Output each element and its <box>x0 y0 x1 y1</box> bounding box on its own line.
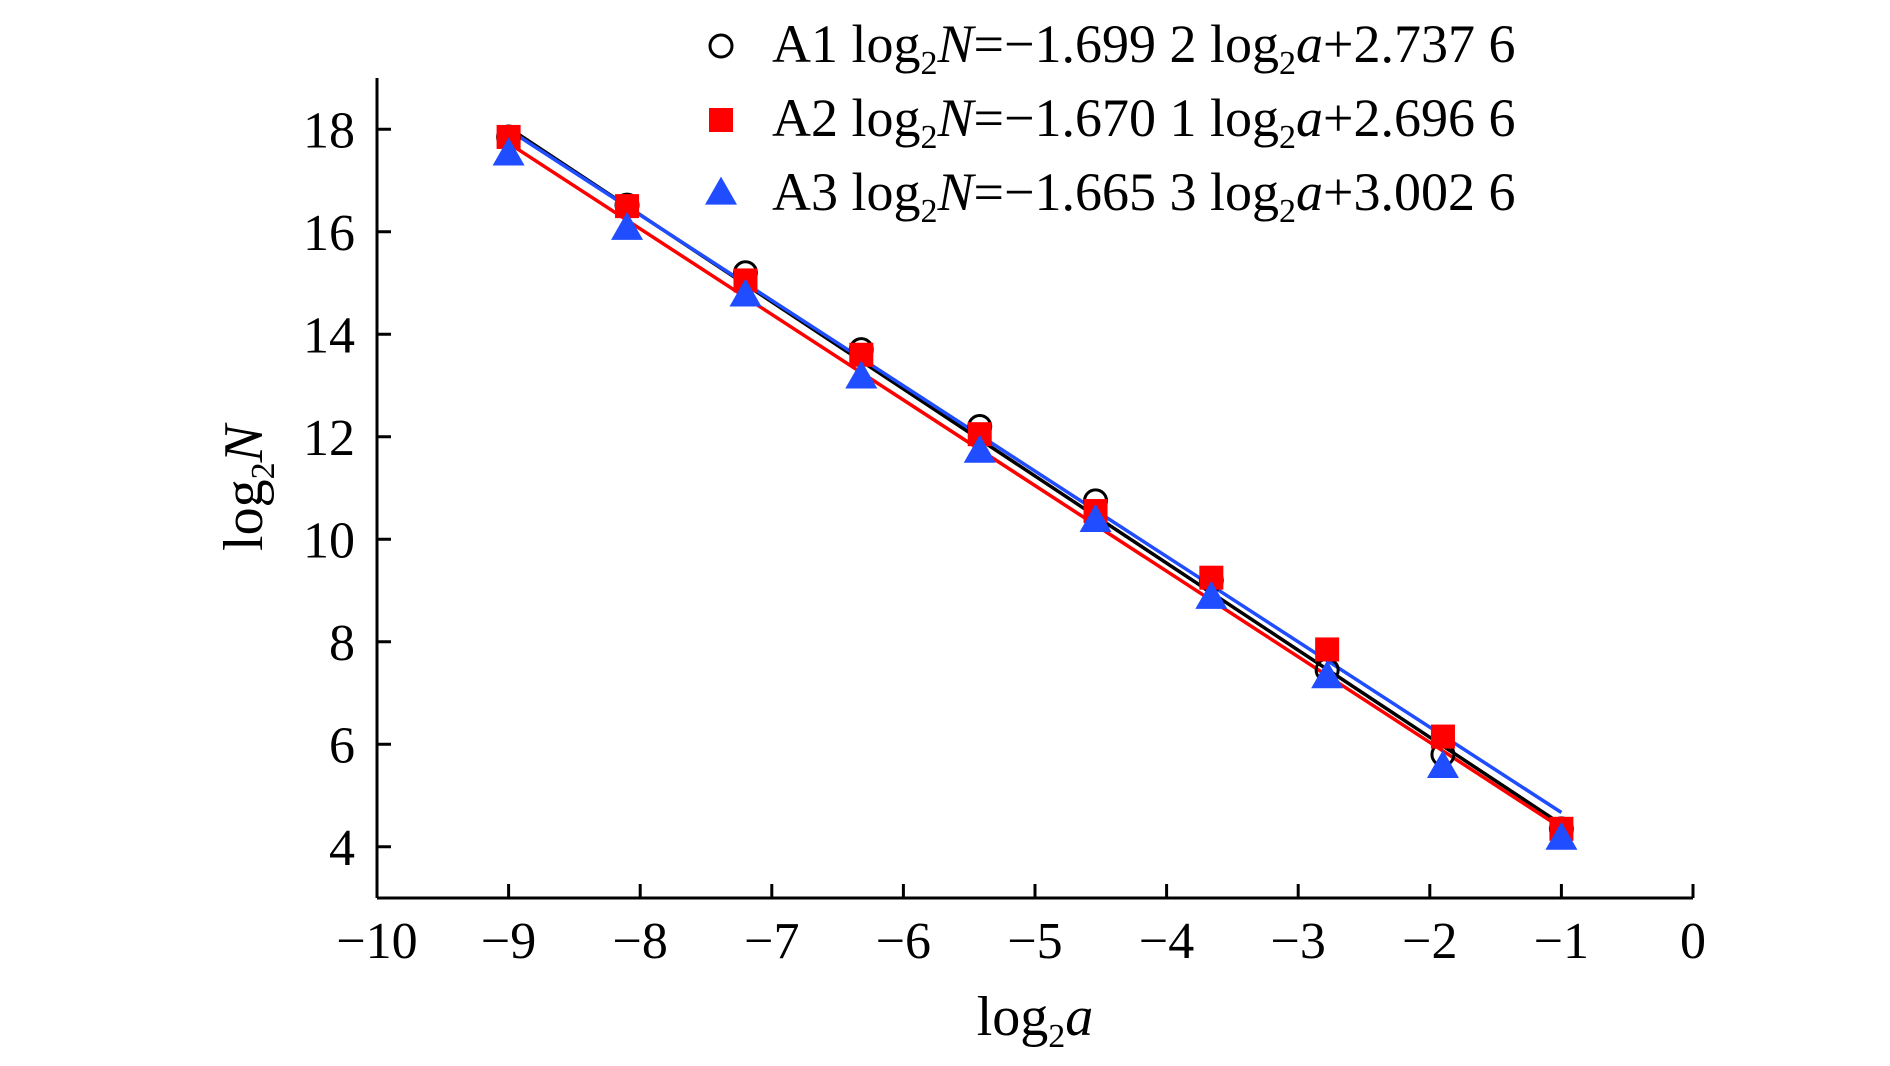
y-axis-label-base: log <box>213 479 275 551</box>
legend-marker-a2 <box>709 108 733 132</box>
x-tick-label: 0 <box>1680 913 1706 970</box>
legend-label-a1: A1 log2N=−1.699 2 log2a+2.737 6 <box>772 14 1515 82</box>
x-axis-label-base: log <box>977 986 1049 1048</box>
x-tick-label: −1 <box>1534 913 1589 970</box>
x-ticks: −10 −9 −8 −7 −6 −5 −4 −3 −2 −1 0 <box>336 884 1706 970</box>
x-axis-label-var: a <box>1065 986 1093 1048</box>
y-tick-label: 10 <box>303 512 355 569</box>
data-point-a3 <box>1195 580 1228 609</box>
x-tick-label: −6 <box>876 913 931 970</box>
data-point-a3 <box>1426 749 1459 778</box>
markers <box>492 124 1578 850</box>
y-ticks: 4 6 8 10 12 14 16 18 <box>303 102 391 877</box>
y-axis-label: log2N <box>213 422 282 551</box>
x-tick-label: −2 <box>1402 913 1457 970</box>
data-point-a3 <box>1545 821 1578 850</box>
y-tick-label: 8 <box>329 615 355 672</box>
x-tick-label: −5 <box>1007 913 1062 970</box>
y-tick-label: 6 <box>329 717 355 774</box>
legend-marker-a1 <box>708 33 734 59</box>
data-point-a3 <box>492 137 525 166</box>
data-point-a3 <box>963 434 996 463</box>
legend-entry-a3: A3 log2N=−1.665 3 log2a+3.002 6 <box>705 162 1515 230</box>
x-tick-label: −8 <box>613 913 668 970</box>
y-tick-label: 14 <box>303 307 355 364</box>
data-point-a3 <box>845 360 878 389</box>
data-point-a3 <box>1079 503 1112 532</box>
data-point-a2 <box>1315 637 1340 662</box>
fit-lines <box>507 126 1563 830</box>
data-point-a2 <box>1430 724 1455 749</box>
y-tick-label: 4 <box>329 820 355 877</box>
legend-label-a3: A3 log2N=−1.665 3 log2a+3.002 6 <box>772 162 1515 230</box>
data-point-a3 <box>1311 660 1344 689</box>
x-tick-label: −10 <box>336 913 417 970</box>
legend: A1 log2N=−1.699 2 log2a+2.737 6A2 log2N=… <box>705 14 1515 230</box>
legend-label-a2: A2 log2N=−1.670 1 log2a+2.696 6 <box>772 88 1515 156</box>
y-tick-label: 16 <box>303 205 355 262</box>
x-tick-label: −4 <box>1139 913 1194 970</box>
legend-entry-a2: A2 log2N=−1.670 1 log2a+2.696 6 <box>709 88 1515 156</box>
x-axis-label-sub: 2 <box>1048 1018 1065 1055</box>
x-axis-label: log2a <box>977 986 1094 1055</box>
data-point-a2 <box>496 124 521 149</box>
fit-line-a3 <box>507 128 1563 814</box>
legend-entry-a1: A1 log2N=−1.699 2 log2a+2.737 6 <box>708 14 1515 82</box>
fit-line-a2 <box>507 141 1563 830</box>
y-tick-label: 12 <box>303 410 355 467</box>
y-axis-label-var: N <box>213 422 275 463</box>
x-tick-label: −3 <box>1271 913 1326 970</box>
legend-marker-a3 <box>705 176 737 205</box>
x-tick-label: −9 <box>481 913 536 970</box>
data-point-a3 <box>729 278 762 307</box>
x-tick-label: −7 <box>744 913 799 970</box>
data-point-a3 <box>611 211 644 240</box>
y-tick-label: 18 <box>303 102 355 159</box>
y-axis-label-sub: 2 <box>245 462 282 479</box>
